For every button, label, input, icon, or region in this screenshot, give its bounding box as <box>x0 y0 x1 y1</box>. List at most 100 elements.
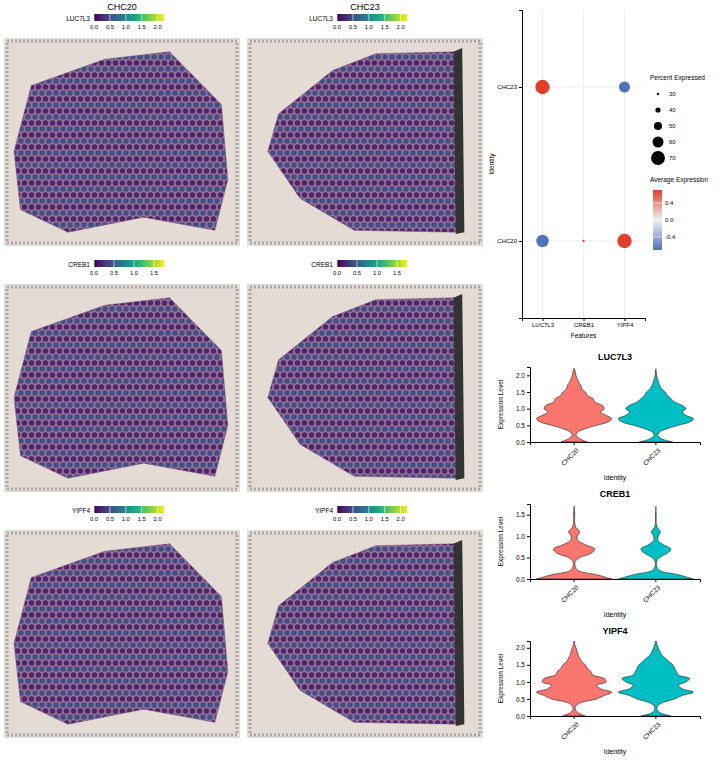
tick: CHC23 <box>641 716 661 741</box>
legend-title: Average Expression <box>650 176 708 184</box>
spatial-panel: CHC23LUC7L30.00.51.01.52.0 <box>247 2 483 246</box>
tick-label: 0.5 <box>516 554 525 561</box>
tick-mark <box>519 87 522 88</box>
tick: 1.0 <box>516 533 530 540</box>
colorbar-tick-label: 2.0 <box>154 516 162 522</box>
colorbar-title: CREB1 <box>311 261 333 268</box>
colorbar-tick <box>157 506 158 513</box>
violin-panel: CREB10.00.51.01.5CHC20CHC23IdentityExpre… <box>497 489 701 619</box>
colorbar <box>653 190 662 250</box>
violin <box>537 641 612 716</box>
panel-title: LUC7L3 <box>598 352 632 362</box>
colorbar-tick-label: 1.0 <box>122 516 130 522</box>
colorbar-tick-label: 1.5 <box>381 516 389 522</box>
colorbar-title: LUC7L3 <box>309 15 333 22</box>
y-axis-title: Identity <box>488 153 496 175</box>
tick-mark <box>527 536 530 537</box>
violin-panel: LUC7L30.00.51.01.52.0CHC20CHC23IdentityE… <box>497 352 701 482</box>
y-axis: 0.0 0.5 1.0 1.5 2.0 <box>516 642 531 720</box>
colorbar-tick-label: 0.0 <box>90 270 98 276</box>
legend-label: 40 <box>669 107 676 113</box>
colorbar <box>94 506 164 513</box>
dot <box>536 235 548 247</box>
x-axis: CHC20CHC23 <box>531 579 701 604</box>
colorbar-tick <box>368 506 369 513</box>
colorbar-tick-label: 0.5 <box>353 270 361 276</box>
colorbar-title: YIPF4 <box>72 507 90 514</box>
colorbar-title: CREB1 <box>68 261 90 268</box>
x-axis: CHC20 CHC23 <box>531 716 701 741</box>
tick-label: CHC20 <box>560 583 580 603</box>
tick: 1.0 <box>516 678 530 685</box>
spatial-panel: YIPF40.00.51.01.52.0 <box>247 506 483 738</box>
legend-dot <box>655 107 660 112</box>
legend-label: 30 <box>669 91 676 97</box>
colorbar-tick-label: -0.4 <box>665 234 676 240</box>
tick-label: 0.5 <box>516 696 525 703</box>
legend-dot <box>657 93 659 95</box>
spatial-panel: CREB10.00.51.01.5 <box>247 260 483 492</box>
tick: 2.0 <box>516 372 530 379</box>
tissue-section <box>268 298 458 478</box>
spatial-panel: CREB10.00.51.01.5 <box>4 260 240 492</box>
colorbar-tick <box>125 14 126 21</box>
colorbar-tick <box>400 14 401 21</box>
grid-line <box>542 10 543 318</box>
tick-mark <box>655 442 656 445</box>
colorbar-tick-label: 1.0 <box>122 24 130 30</box>
x-axis: LUC7L3 CREB1 YIPF4 <box>523 318 646 328</box>
dot-plot: LUC7L3CREB1YIPF4CHC20CHC23FeaturesIdenti… <box>488 10 708 339</box>
violin <box>537 369 612 442</box>
colorbar-tick <box>94 260 95 267</box>
tick-mark <box>625 318 626 321</box>
tick-label: 0.0 <box>516 576 525 583</box>
tick: YIPF4 <box>617 318 634 328</box>
tick: 0.0 <box>516 713 530 720</box>
colorbar-tick <box>154 260 155 267</box>
colorbar-tick-label: 1.5 <box>138 24 146 30</box>
y-axis: 0.00.51.01.5 <box>516 505 531 583</box>
grid-line <box>624 10 625 318</box>
grid-line <box>583 10 584 318</box>
colorbar-tick <box>357 260 358 267</box>
tick-label: CHC23 <box>497 84 517 90</box>
tick: CHC23 <box>641 442 661 467</box>
tick-label: CHC20 <box>560 720 580 740</box>
colorbar-title: YIPF4 <box>315 507 333 514</box>
tick: 2.0 <box>516 644 530 651</box>
tick-label: 1.0 <box>516 405 525 412</box>
legend-dot <box>651 151 665 165</box>
violins <box>537 369 694 442</box>
tick-mark <box>574 442 575 445</box>
colorbar <box>337 260 407 267</box>
violin <box>618 369 693 442</box>
tick-label: 1.5 <box>516 389 525 396</box>
tick-label: 2.0 <box>516 644 525 651</box>
dot <box>582 240 584 242</box>
fiducial-frame <box>250 41 480 243</box>
colorbar-tick-label: 1.5 <box>381 24 389 30</box>
tick-mark <box>527 409 530 410</box>
tick-label: LUC7L3 <box>532 322 555 328</box>
colorbar-tick-label: 1.5 <box>138 516 146 522</box>
tissue-edge <box>454 540 465 726</box>
colorbar-title: LUC7L3 <box>66 15 90 22</box>
colorbar-tick-label: 0.0 <box>90 24 98 30</box>
colorbar-tick <box>653 236 662 237</box>
colorbar-tick-label: 1.0 <box>365 516 373 522</box>
colorbar-tick <box>352 14 353 21</box>
colorbar-tick-label: 0.5 <box>349 516 357 522</box>
y-axis: CHC20 CHC23 <box>497 11 522 319</box>
tick: 1.5 <box>516 661 530 668</box>
axis-line <box>527 368 531 443</box>
slide-background <box>4 530 240 738</box>
tick-label: CHC20 <box>497 238 517 244</box>
tick: CREB1 <box>574 318 595 328</box>
colorbar-tick <box>337 14 338 21</box>
colorbar <box>94 260 164 267</box>
colorbar-tick <box>141 14 142 21</box>
x-axis-title: Identity <box>604 611 627 619</box>
axis-line <box>527 642 531 717</box>
legend-dot <box>654 122 662 130</box>
colorbar-tick-label: 2.0 <box>397 516 405 522</box>
